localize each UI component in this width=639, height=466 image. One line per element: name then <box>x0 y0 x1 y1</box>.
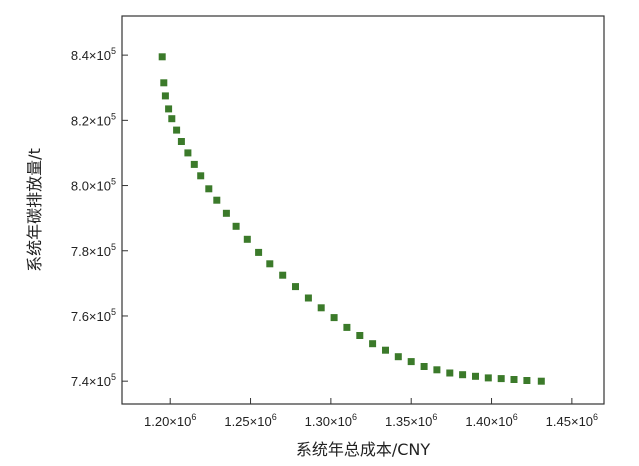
x-tick-label: 1.35×106 <box>385 412 437 429</box>
x-tick-label: 1.20×106 <box>144 412 196 429</box>
y-axis-ticks: 7.4×105 7.6×105 7.8×105 8.0×105 8.2×105 8.4×1… <box>71 46 128 389</box>
data-point <box>266 260 274 268</box>
data-point <box>484 374 492 382</box>
data-point <box>420 363 428 370</box>
x-tick-label: 1.30×106 <box>305 412 357 429</box>
data-point <box>177 138 185 145</box>
data-point <box>160 79 168 87</box>
data-point <box>382 346 389 354</box>
x-tick-label: 1.45×106 <box>546 412 598 429</box>
data-point <box>537 377 545 385</box>
data-point <box>165 105 173 113</box>
data-point <box>510 376 518 383</box>
data-point <box>472 372 479 380</box>
data-point <box>279 271 287 279</box>
data-point <box>446 369 454 377</box>
data-point <box>213 196 221 204</box>
data-point <box>161 92 169 100</box>
data-point <box>292 283 299 291</box>
x-tick-label: 1.25×106 <box>224 412 276 429</box>
data-point <box>197 172 205 180</box>
x-tick-label: 1.40×106 <box>465 412 517 429</box>
data-point <box>232 222 240 230</box>
data-point <box>317 304 325 312</box>
data-point <box>168 115 176 123</box>
plot-area <box>121 15 605 405</box>
data-point <box>356 332 364 339</box>
data-point <box>243 235 251 243</box>
y-axis-label: 系统年碳排放量/t <box>25 148 44 272</box>
x-axis-ticks: 1.20×106 1.25×106 1.30×106 1.35×106 1.40×106… <box>144 398 598 429</box>
data-point <box>205 185 213 193</box>
data-point <box>433 366 441 374</box>
data-point <box>184 149 192 157</box>
data-point <box>343 323 351 331</box>
data-points <box>158 53 545 385</box>
plot-frame <box>121 15 605 405</box>
x-axis-label: 系统年总成本/CNY <box>296 440 431 459</box>
data-point <box>497 375 505 383</box>
data-point <box>222 209 230 217</box>
y-tick-label: 8.4×105 <box>71 46 116 63</box>
data-point <box>523 377 531 384</box>
data-point <box>407 358 415 366</box>
data-point <box>330 314 338 322</box>
data-point <box>459 371 467 379</box>
y-tick-label: 7.6×105 <box>71 307 116 324</box>
data-point <box>369 340 377 348</box>
y-tick-label: 7.8×105 <box>71 242 116 259</box>
y-tick-label: 7.4×105 <box>71 372 116 389</box>
y-tick-label: 8.0×105 <box>71 177 116 194</box>
y-tick-label: 8.2×105 <box>71 111 116 128</box>
data-point <box>394 353 402 361</box>
data-point <box>158 53 166 61</box>
data-point <box>190 160 198 168</box>
data-point <box>304 294 312 302</box>
data-point <box>173 126 181 134</box>
data-point <box>255 248 263 256</box>
